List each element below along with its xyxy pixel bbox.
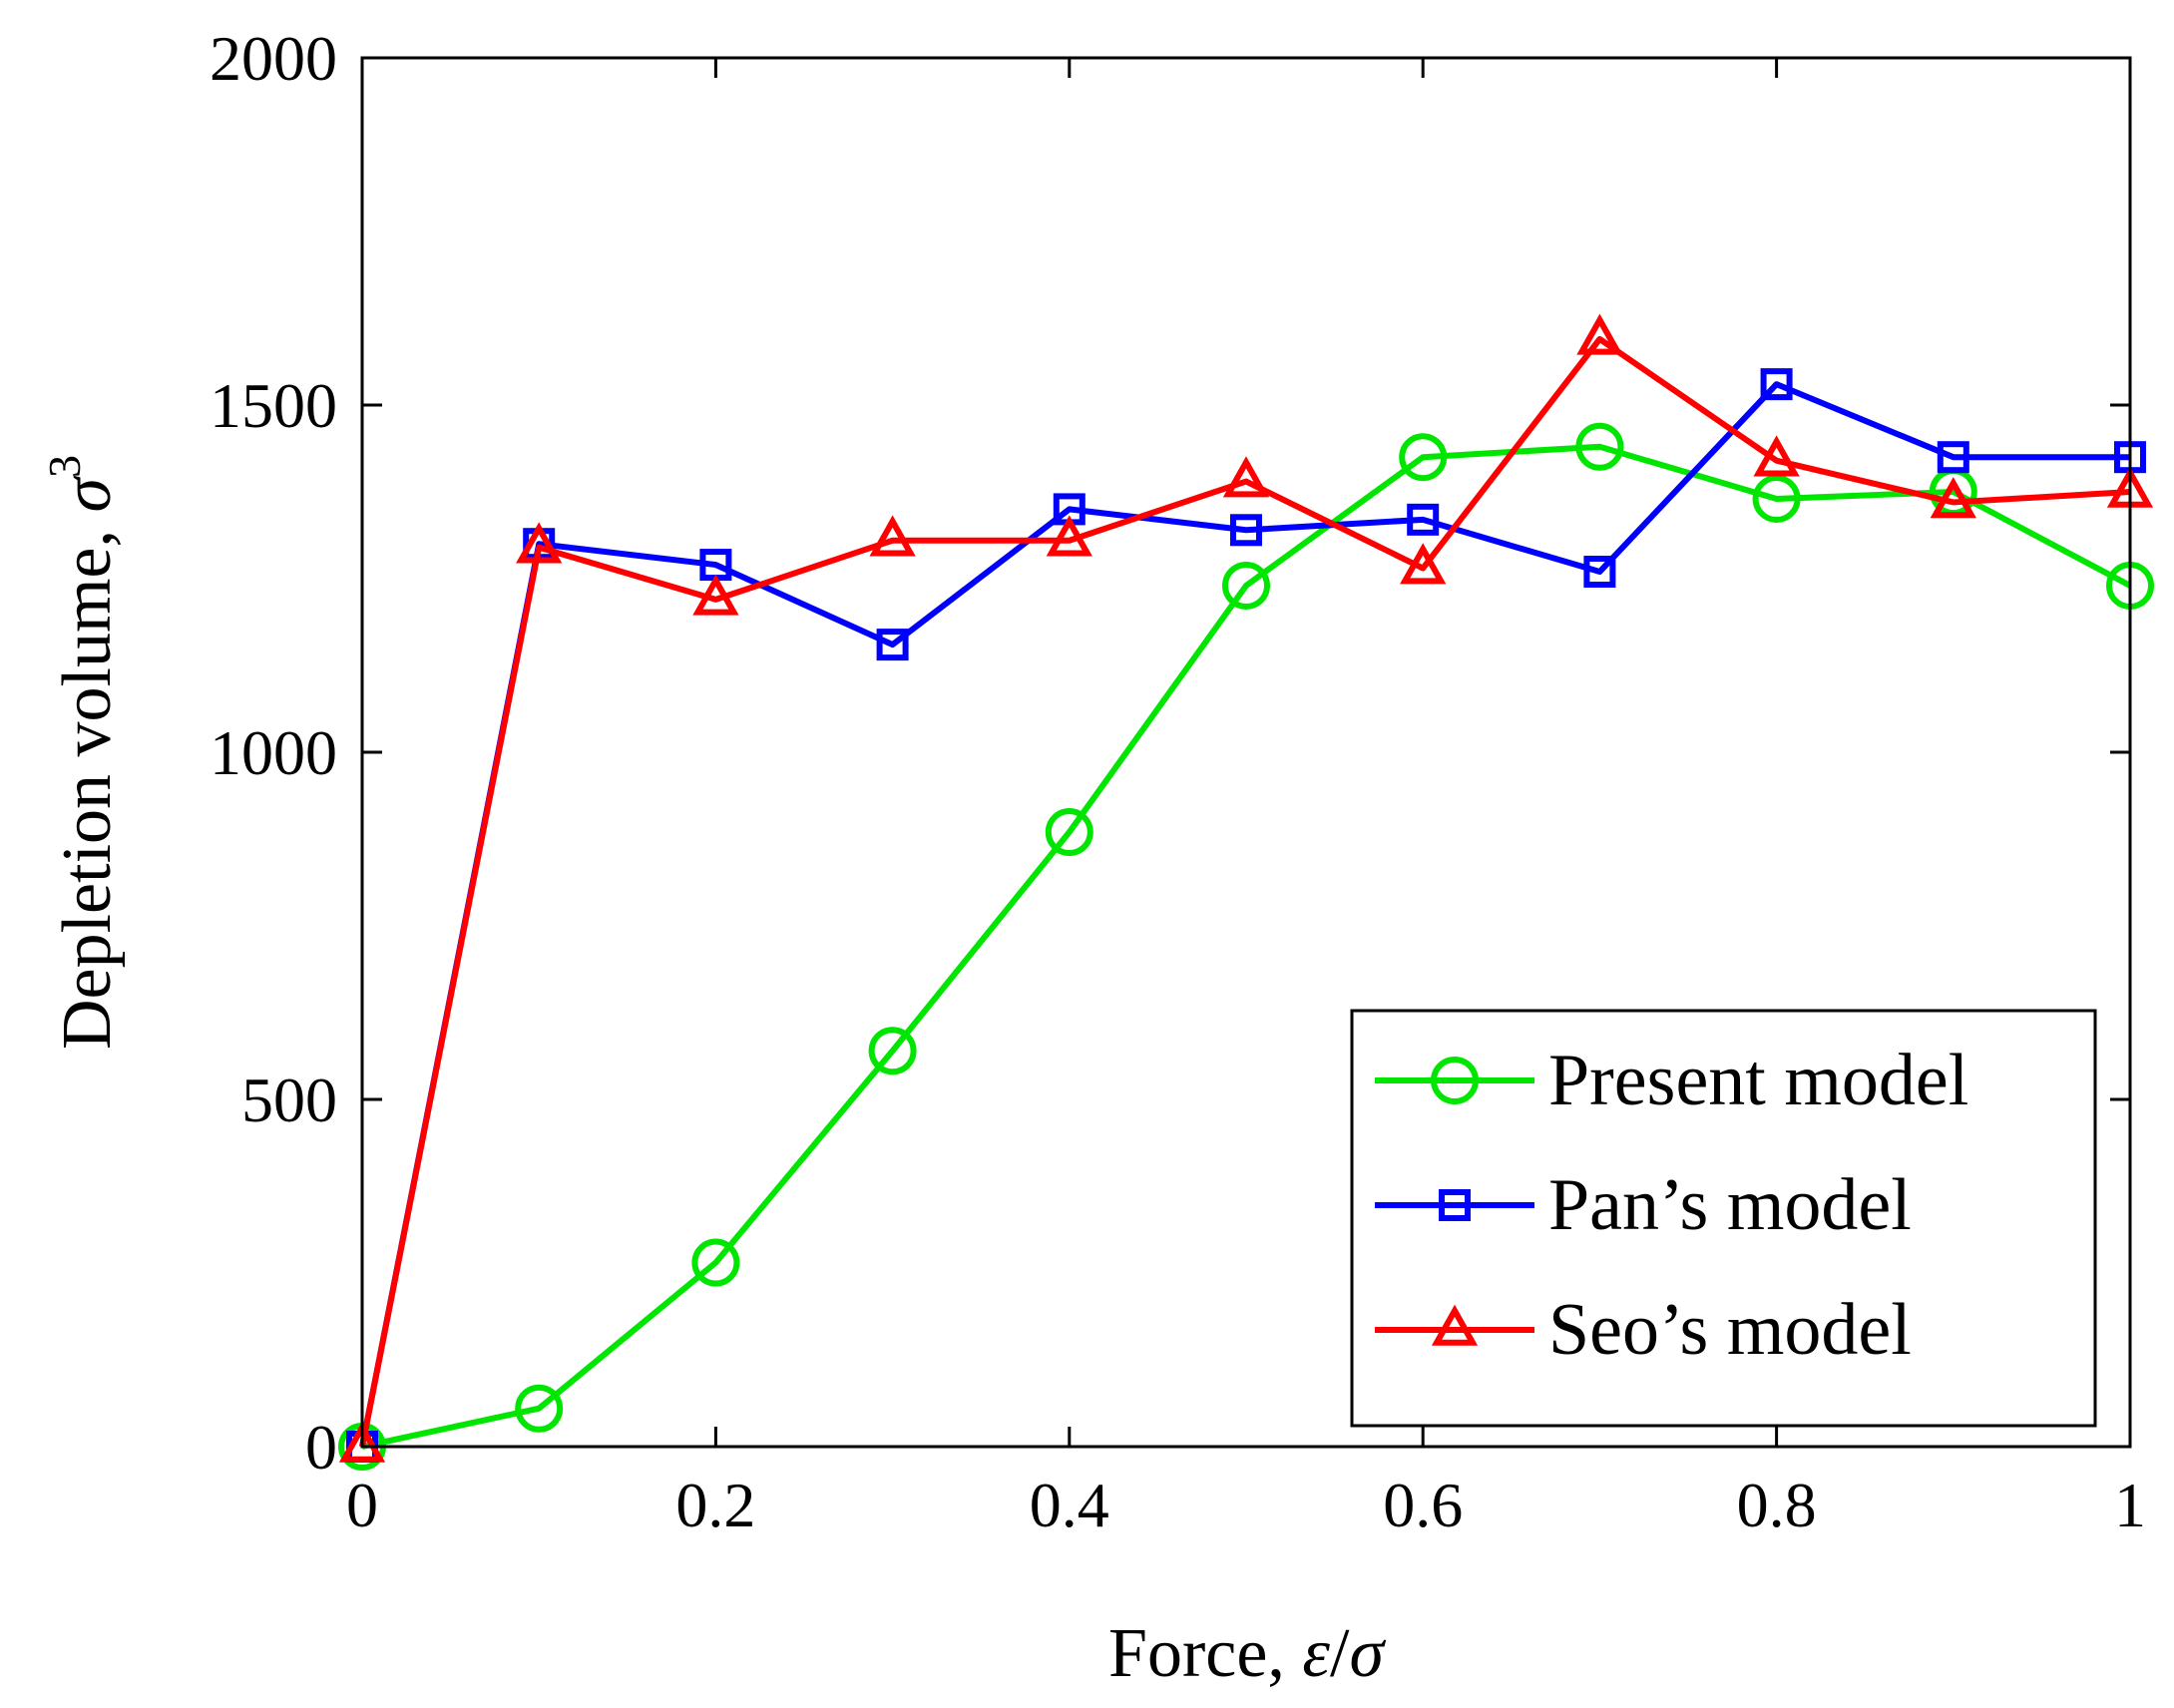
data-point bbox=[516, 522, 563, 564]
x-tick-label: 0.8 bbox=[1737, 1470, 1817, 1540]
y-tick-label: 500 bbox=[241, 1065, 337, 1135]
x-tick-label: 0.2 bbox=[675, 1470, 755, 1540]
x-tick-label: 0.6 bbox=[1383, 1470, 1463, 1540]
legend-marker bbox=[1431, 1057, 1479, 1104]
data-point bbox=[1575, 422, 1624, 471]
data-point bbox=[1399, 433, 1448, 482]
data-point bbox=[1222, 456, 1270, 498]
y-tick-label: 1500 bbox=[210, 370, 337, 441]
legend-entry: Pan’s model bbox=[1375, 1164, 1912, 1246]
data-point bbox=[1760, 368, 1793, 401]
data-point bbox=[1753, 435, 1800, 477]
data-point bbox=[1230, 514, 1262, 547]
legend-label: Present model bbox=[1548, 1040, 1968, 1121]
tick-layer: 0 0.2 0.4 0.6 0.8 1 0 500 1000 1500 2000 bbox=[210, 23, 2146, 1540]
series-layer bbox=[338, 313, 2154, 1471]
series-circle bbox=[338, 422, 2154, 1471]
data-point bbox=[1937, 441, 1969, 474]
data-point bbox=[869, 515, 916, 557]
data-point bbox=[876, 629, 909, 661]
y-axis-label: Depletion volume, σ3 bbox=[39, 455, 126, 1050]
data-point bbox=[1046, 515, 1092, 557]
data-point bbox=[338, 1421, 386, 1463]
legend-marker bbox=[1439, 1189, 1471, 1221]
x-tick-label: 0.4 bbox=[1030, 1470, 1109, 1540]
data-point bbox=[1576, 313, 1623, 355]
y-tick-label: 0 bbox=[305, 1412, 337, 1483]
legend-entry: Seo’s model bbox=[1375, 1289, 1912, 1371]
data-point bbox=[515, 1384, 564, 1433]
series-line bbox=[359, 381, 2130, 1448]
y-tick-label: 2000 bbox=[210, 23, 337, 94]
data-point bbox=[1045, 808, 1093, 857]
series-line bbox=[359, 335, 2131, 1448]
data-point bbox=[691, 1238, 740, 1287]
data-point bbox=[1400, 543, 1447, 585]
legend-label: Seo’s model bbox=[1548, 1289, 1912, 1371]
x-tick-label: 0 bbox=[346, 1470, 378, 1540]
legend-label: Pan’s model bbox=[1548, 1164, 1912, 1246]
x-tick-label: 1 bbox=[2114, 1470, 2146, 1540]
data-point bbox=[1930, 477, 1976, 519]
legend-entries: Present model Pan’s model Seo’s model bbox=[1375, 1040, 1968, 1371]
y-tick-label: 1000 bbox=[210, 717, 337, 788]
data-point bbox=[1407, 503, 1440, 536]
legend-entry: Present model bbox=[1375, 1040, 1968, 1121]
legend-marker bbox=[1431, 1304, 1479, 1346]
data-point bbox=[1752, 474, 1801, 523]
legend: Present model Pan’s model Seo’s model bbox=[1350, 1009, 2097, 1428]
data-point bbox=[1583, 556, 1616, 589]
data-point bbox=[692, 574, 739, 616]
data-point bbox=[868, 1027, 917, 1075]
series-line bbox=[361, 443, 2132, 1450]
x-axis-label: Force, ε/σ bbox=[1108, 1615, 1386, 1692]
data-point bbox=[1222, 561, 1270, 610]
